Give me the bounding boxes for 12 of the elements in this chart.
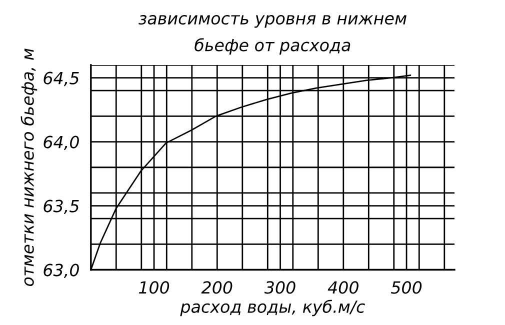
x-axis-title: расход воды, куб.м/с	[180, 300, 365, 316]
y-tick-label: 64,0	[44, 136, 79, 150]
x-tick-label: 400	[328, 281, 358, 294]
x-tick-label: 300	[264, 281, 296, 294]
chart-title: зависимость уровня в нижнем бьефе от расхода	[138, 14, 406, 55]
y-tick-label: 64,5	[44, 72, 79, 86]
y-tick-label: 63,0	[44, 264, 79, 278]
x-tick-label: 200	[201, 281, 232, 294]
x-tick-label: 100	[138, 281, 170, 294]
x-tick-label: 500	[390, 281, 422, 294]
y-axis-title: отметки нижнего бьефа, м	[20, 48, 38, 286]
y-tick-label: 63,5	[44, 200, 79, 214]
